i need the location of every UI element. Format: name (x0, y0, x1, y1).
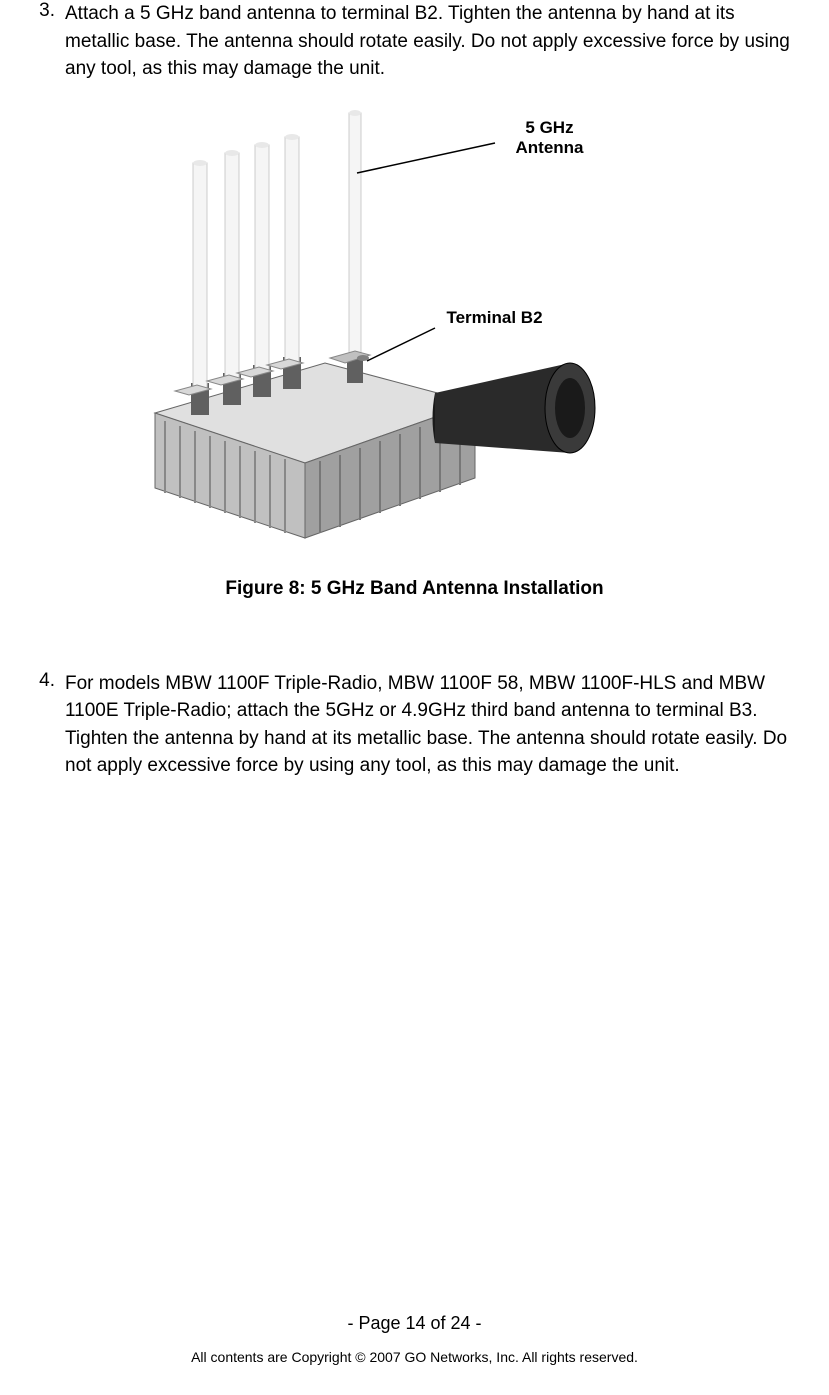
copyright-notice: All contents are Copyright © 2007 GO Net… (0, 1349, 829, 1365)
page-footer: - Page 14 of 24 - All contents are Copyr… (0, 1313, 829, 1365)
step-3-text: Attach a 5 GHz band antenna to terminal … (65, 0, 799, 83)
diagram-svg (135, 103, 695, 553)
label-terminal-b2: Terminal B2 (420, 308, 570, 328)
figure-8-caption: Figure 8: 5 GHz Band Antenna Installatio… (225, 578, 603, 600)
spacer (30, 620, 799, 670)
label-5ghz-antenna: 5 GHz Antenna (495, 118, 605, 158)
figure-8-container: 5 GHz Antenna Terminal B2 Figure 8: 5 GH… (30, 103, 799, 600)
step-3-number: 3. (30, 0, 65, 83)
step-3: 3. Attach a 5 GHz band antenna to termin… (30, 0, 799, 83)
page-number: - Page 14 of 24 - (0, 1313, 829, 1334)
antenna-diagram: 5 GHz Antenna Terminal B2 (135, 103, 695, 553)
step-4-text: For models MBW 1100F Triple-Radio, MBW 1… (65, 670, 799, 780)
step-4: 4. For models MBW 1100F Triple-Radio, MB… (30, 670, 799, 780)
step-4-number: 4. (30, 670, 65, 780)
